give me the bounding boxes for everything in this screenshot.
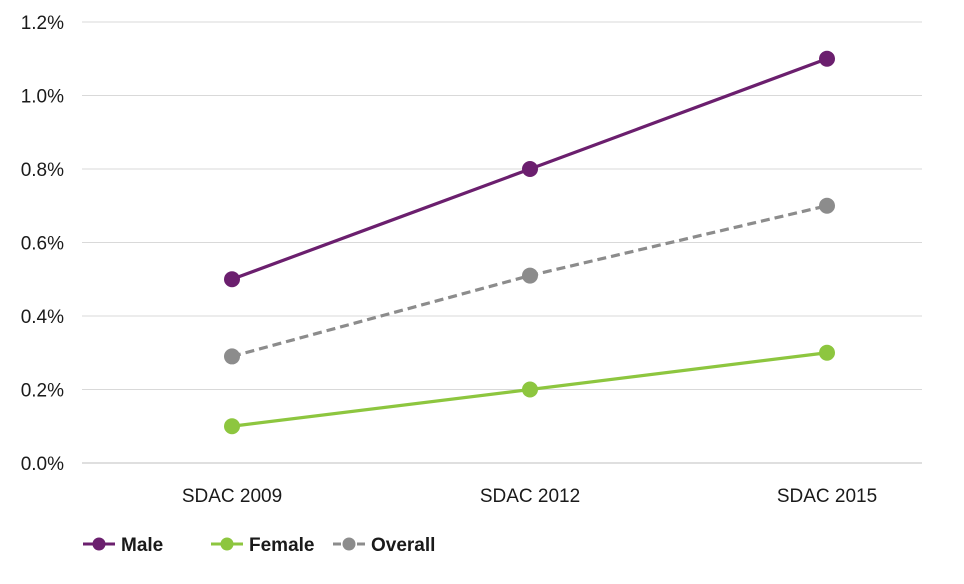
data-point-overall <box>522 267 538 284</box>
legend-marker-overall <box>342 537 356 551</box>
series-overall <box>224 197 835 365</box>
legend-label-overall: Overall <box>371 535 435 556</box>
x-tick-label: SDAC 2009 <box>182 486 282 507</box>
legend-item-overall: Overall <box>333 535 435 556</box>
legend-item-female: Female <box>211 535 314 556</box>
series-male <box>224 50 835 288</box>
gridlines <box>82 21 922 464</box>
data-point-overall <box>819 197 835 214</box>
data-point-female <box>819 344 835 361</box>
y-tick-label: 0.2% <box>21 381 64 402</box>
y-tick-label: 1.2% <box>21 13 64 34</box>
series-group <box>224 50 835 435</box>
legend-marker-male <box>92 537 106 551</box>
legend: Male Female Overall <box>83 535 435 556</box>
series-female <box>224 344 835 435</box>
y-tick-label: 0.8% <box>21 160 64 181</box>
data-point-male <box>224 271 240 288</box>
data-point-female <box>224 418 240 435</box>
data-point-male <box>522 161 538 177</box>
x-axis: SDAC 2009 SDAC 2012 SDAC 2015 <box>182 486 877 507</box>
y-tick-label: 0.6% <box>21 234 64 255</box>
y-tick-label: 1.0% <box>21 87 64 108</box>
data-point-male <box>819 50 835 67</box>
x-tick-label: SDAC 2012 <box>480 486 580 507</box>
x-tick-label: SDAC 2015 <box>777 486 877 507</box>
legend-marker-female <box>220 537 234 551</box>
legend-label-female: Female <box>249 535 314 556</box>
y-tick-label: 0.0% <box>21 454 64 475</box>
y-axis: 0.0% 0.2% 0.4% 0.6% 0.8% 1.0% 1.2% <box>21 13 64 475</box>
data-point-female <box>522 381 538 398</box>
data-point-overall <box>224 348 240 365</box>
legend-label-male: Male <box>121 535 163 556</box>
legend-item-male: Male <box>83 535 163 556</box>
y-tick-label: 0.4% <box>21 307 64 328</box>
